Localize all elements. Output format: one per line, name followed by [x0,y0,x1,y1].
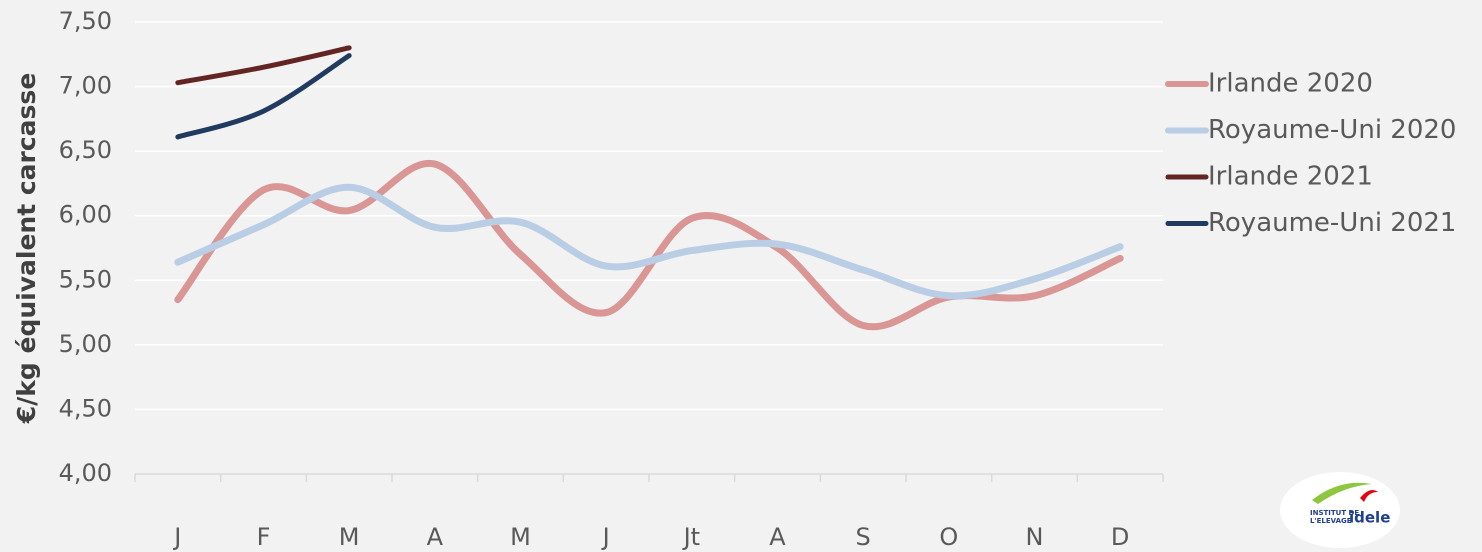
logo: INSTITUT DE L'ELEVAGE idele [1280,472,1400,548]
series-line [175,53,352,140]
x-tick-label: M [339,523,360,551]
logo-brand: idele [1349,509,1390,527]
y-tick-label: 5,00 [59,330,112,358]
y-tick-label: 6,50 [59,136,112,164]
legend-label: Irlande 2021 [1208,162,1373,192]
y-axis-title: €/kg équivalent carcasse [12,73,41,425]
legend-label: Royaume-Uni 2021 [1208,208,1456,238]
logo-text: L'ELEVAGE [1310,517,1352,525]
series-line [175,45,352,86]
x-tick-label: Jt [682,523,701,551]
x-tick-label: O [939,523,958,551]
logo-text: INSTITUT DE [1310,509,1359,517]
y-tick-label: 4,00 [59,459,112,487]
y-tick-label: 7,00 [59,72,112,100]
x-tick-label: N [1026,523,1044,551]
logo-swoosh [1360,490,1378,502]
x-tick-label: F [257,523,271,551]
y-tick-label: 5,50 [59,265,112,293]
y-tick-label: 7,50 [59,7,112,35]
y-tick-label: 4,50 [59,394,112,422]
logo-swoosh [1312,482,1372,504]
legend-label: Royaume-Uni 2020 [1208,115,1456,145]
x-tick-label: S [856,523,871,551]
x-tick-label: J [601,523,610,551]
legend-label: Irlande 2020 [1208,69,1373,99]
x-tick-label: D [1111,523,1129,551]
x-tick-label: M [510,523,531,551]
x-tick-label: A [427,523,444,551]
y-tick-label: 6,00 [59,201,112,229]
series-line [174,183,1124,300]
x-tick-label: A [769,523,786,551]
x-tick-label: J [172,523,181,551]
